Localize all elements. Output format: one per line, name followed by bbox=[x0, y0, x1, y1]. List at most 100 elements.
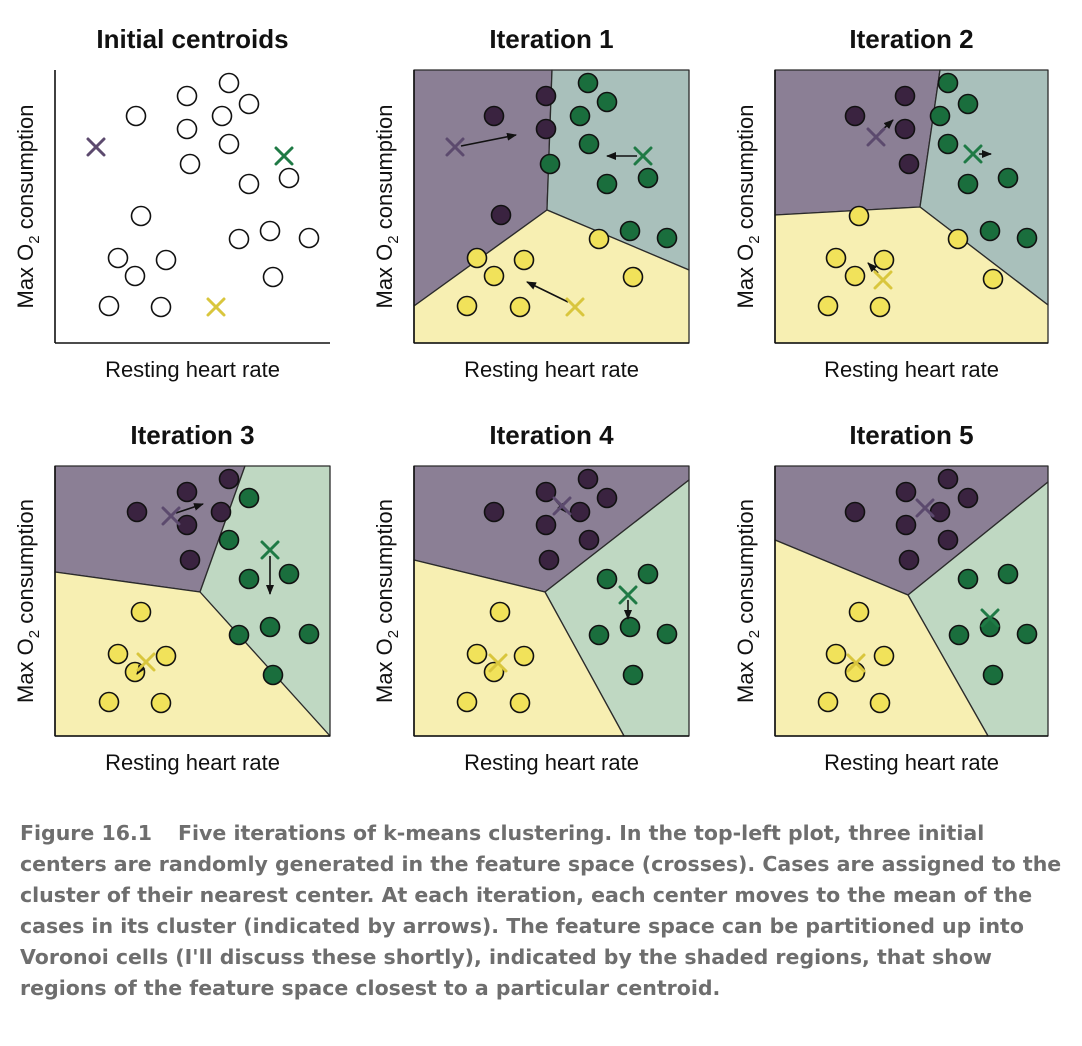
data-point-green bbox=[262, 664, 284, 686]
x-axis-label: Resting heart rate bbox=[824, 357, 999, 382]
data-point-green bbox=[619, 616, 641, 638]
caption-text: Five iterations of k-means clustering. I… bbox=[20, 821, 1062, 1000]
data-point-green bbox=[637, 563, 659, 585]
data-point-unassigned bbox=[238, 93, 260, 115]
data-point-yellow bbox=[817, 691, 839, 713]
data-point-yellow bbox=[483, 661, 505, 683]
y-axis-label-rest: consumption bbox=[13, 105, 38, 236]
data-point-yellow bbox=[456, 295, 478, 317]
centroid-cross-green bbox=[963, 144, 983, 164]
data-point-green bbox=[656, 623, 678, 645]
y-axis-label: Max O2 consumption bbox=[733, 105, 763, 309]
centroid-cross-purple bbox=[866, 127, 886, 147]
centroid-cross-purple bbox=[552, 496, 572, 516]
data-point-yellow bbox=[844, 265, 866, 287]
data-point-yellow bbox=[150, 692, 172, 714]
cross-stroke bbox=[963, 144, 983, 164]
panel-1: Initial centroids Resting heart rate Max O… bbox=[13, 24, 330, 382]
data-point-purple bbox=[895, 514, 917, 536]
panel-5: Iteration 4 Resting heart rate Max O2 cons… bbox=[372, 420, 690, 775]
data-point-unassigned bbox=[298, 227, 320, 249]
data-point-purple bbox=[535, 118, 557, 140]
data-point-green bbox=[957, 568, 979, 590]
y-axis-label-rest: consumption bbox=[733, 105, 758, 236]
data-point-green bbox=[218, 529, 240, 551]
data-point-purple bbox=[957, 487, 979, 509]
data-point-yellow bbox=[509, 692, 531, 714]
data-point-purple bbox=[126, 501, 148, 523]
data-point-unassigned bbox=[238, 173, 260, 195]
data-point-yellow bbox=[489, 601, 511, 623]
data-point-yellow bbox=[466, 643, 488, 665]
panel-2: Iteration 1 Resting heart rate Max O2 cons… bbox=[372, 24, 690, 382]
data-point-purple bbox=[218, 468, 240, 490]
data-point-purple bbox=[535, 514, 557, 536]
y-axis-label-main: Max O bbox=[13, 638, 38, 703]
y-axis-label-main: Max O bbox=[13, 244, 38, 309]
y-axis-label-main: Max O bbox=[733, 638, 758, 703]
data-point-green bbox=[619, 220, 641, 242]
y-axis-label-rest: consumption bbox=[372, 499, 397, 630]
centroid-cross-green bbox=[633, 146, 653, 166]
y-axis-label: Max O2 consumption bbox=[13, 499, 43, 703]
data-point-purple bbox=[937, 529, 959, 551]
centroid-cross-yellow bbox=[488, 653, 508, 673]
x-axis-label: Resting heart rate bbox=[105, 750, 280, 775]
data-point-green bbox=[997, 167, 1019, 189]
y-axis-label-subscript: 2 bbox=[26, 235, 43, 243]
data-point-yellow bbox=[869, 692, 891, 714]
data-point-yellow bbox=[817, 295, 839, 317]
data-point-yellow bbox=[869, 296, 891, 318]
data-point-unassigned bbox=[278, 167, 300, 189]
figure-label: Figure 16.1 bbox=[20, 821, 153, 845]
cross-stroke bbox=[866, 127, 886, 147]
y-axis-label-subscript: 2 bbox=[26, 630, 43, 638]
x-axis-label: Resting heart rate bbox=[105, 357, 280, 382]
kmeans-figure: Initial centroids Resting heart rate Max O… bbox=[13, 24, 1049, 775]
data-point-green bbox=[588, 624, 610, 646]
data-point-purple bbox=[535, 85, 557, 107]
data-point-yellow bbox=[466, 247, 488, 269]
data-point-green bbox=[569, 105, 591, 127]
data-point-yellow bbox=[622, 266, 644, 288]
data-point-yellow bbox=[588, 228, 610, 250]
data-point-green bbox=[957, 93, 979, 115]
centroid-cross-yellow bbox=[846, 653, 866, 673]
data-point-green bbox=[578, 133, 600, 155]
y-axis-label-rest: consumption bbox=[372, 105, 397, 236]
data-point-yellow bbox=[825, 643, 847, 665]
data-point-yellow bbox=[825, 247, 847, 269]
data-point-yellow bbox=[98, 691, 120, 713]
data-point-yellow bbox=[513, 249, 535, 271]
data-point-purple bbox=[176, 514, 198, 536]
y-axis-label-subscript: 2 bbox=[746, 630, 763, 638]
data-point-yellow bbox=[873, 249, 895, 271]
cross-stroke bbox=[260, 540, 280, 560]
data-point-green bbox=[979, 616, 1001, 638]
cross-stroke bbox=[488, 653, 508, 673]
data-point-green bbox=[238, 487, 260, 509]
y-axis-label-main: Max O bbox=[372, 244, 397, 309]
data-point-yellow bbox=[848, 205, 870, 227]
centroid-cross-yellow bbox=[873, 270, 893, 290]
figure-caption: Figure 16.1 Five iterations of k-means cl… bbox=[20, 818, 1072, 1004]
data-point-purple bbox=[179, 549, 201, 571]
data-point-purple bbox=[898, 549, 920, 571]
panel-title: Iteration 1 bbox=[489, 24, 613, 54]
data-point-green bbox=[259, 616, 281, 638]
data-point-unassigned bbox=[218, 72, 240, 94]
data-point-yellow bbox=[982, 268, 1004, 290]
y-axis-label-main: Max O bbox=[372, 638, 397, 703]
data-point-unassigned bbox=[124, 265, 146, 287]
data-point-green bbox=[957, 173, 979, 195]
data-point-unassigned bbox=[211, 105, 233, 127]
panel-6: Iteration 5 Resting heart rate Max O2 cons… bbox=[733, 420, 1049, 775]
data-point-purple bbox=[894, 118, 916, 140]
data-point-green bbox=[979, 220, 1001, 242]
data-point-green bbox=[278, 563, 300, 585]
data-point-green bbox=[937, 72, 959, 94]
y-axis-label-main: Max O bbox=[733, 244, 758, 309]
data-point-purple bbox=[894, 85, 916, 107]
data-point-green bbox=[1016, 227, 1038, 249]
data-point-unassigned bbox=[98, 295, 120, 317]
